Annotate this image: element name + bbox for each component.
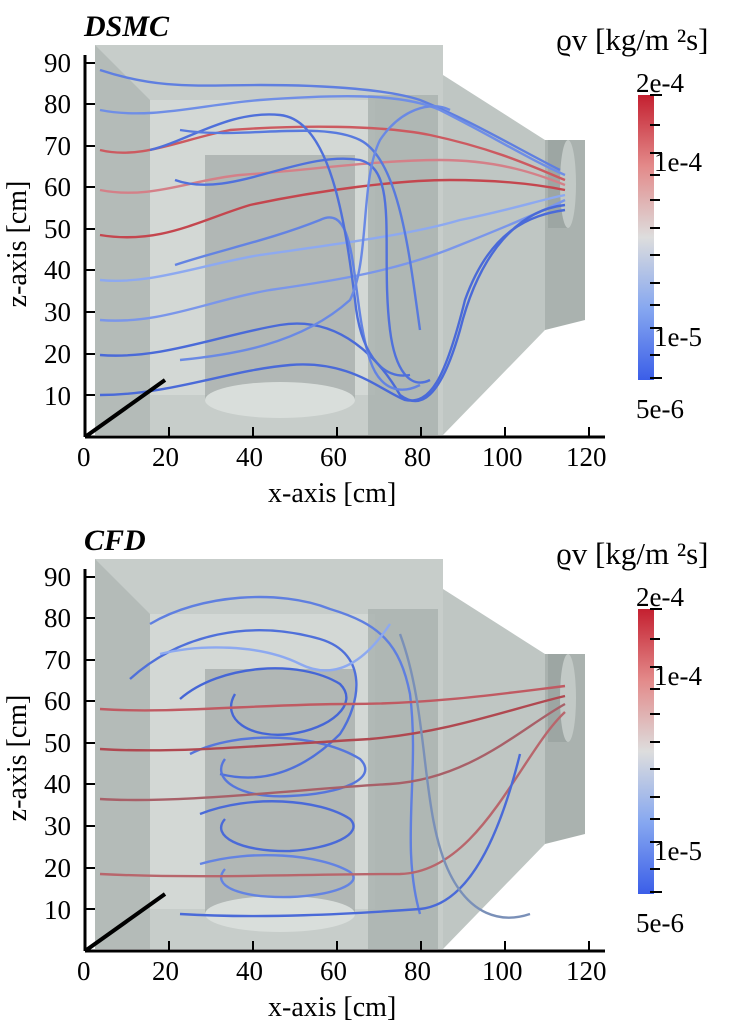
x-tick: 120 — [566, 956, 607, 986]
y-tick: 80 — [44, 603, 71, 633]
y-tick: 70 — [44, 645, 71, 675]
cfd-panel: CFD ϱv [kg/m ²s] 2e-4 1e-4 1e-5 5e-6 x-a… — [0, 514, 747, 1027]
streamlines — [99, 595, 566, 919]
y-tick: 40 — [44, 769, 71, 799]
panel-title: CFD — [84, 524, 146, 557]
colorbar — [638, 94, 662, 380]
x-tick: 0 — [77, 442, 91, 472]
y-tick: 90 — [44, 562, 71, 592]
x-tick: 80 — [404, 956, 431, 986]
colorbar — [638, 608, 662, 894]
y-tick: 10 — [44, 895, 71, 925]
x-tick: 20 — [152, 956, 179, 986]
colorbar-tick-low: 1e-5 — [654, 322, 702, 352]
axes — [83, 55, 605, 439]
x-tick: 120 — [566, 442, 607, 472]
colorbar-tick-high: 1e-4 — [654, 661, 702, 691]
y-tick: 50 — [44, 728, 71, 758]
x-tick: 60 — [320, 956, 347, 986]
y-tick: 50 — [44, 214, 71, 244]
y-tick: 30 — [44, 297, 71, 327]
x-axis-label: x-axis [cm] — [268, 992, 397, 1023]
y-axis-label: z-axis [cm] — [2, 694, 33, 822]
x-tick: 100 — [482, 956, 523, 986]
y-tick: 10 — [44, 381, 71, 411]
chamber-geometry — [95, 45, 585, 435]
colorbar-max: 2e-4 — [636, 582, 684, 612]
y-axis-label: z-axis [cm] — [2, 180, 33, 308]
y-tick: 30 — [44, 811, 71, 841]
x-tick: 40 — [236, 442, 263, 472]
x-tick: 40 — [236, 956, 263, 986]
streamlines — [99, 68, 566, 403]
y-tick: 20 — [44, 339, 71, 369]
colorbar-label: ϱv [kg/m ²s] — [556, 22, 709, 57]
y-tick: 90 — [44, 48, 71, 78]
colorbar-min: 5e-6 — [636, 394, 684, 424]
x-axis-label: x-axis [cm] — [268, 478, 397, 509]
panel-title: DSMC — [84, 10, 170, 43]
x-tick: 100 — [482, 442, 523, 472]
y-tick: 70 — [44, 131, 71, 161]
dsmc-panel: DSMC ϱv [kg/m ²s] 2e-4 1e-4 1e-5 5e-6 x-… — [0, 0, 747, 513]
y-tick: 60 — [44, 686, 71, 716]
y-tick: 20 — [44, 853, 71, 883]
y-tick: 60 — [44, 172, 71, 202]
cfd-plot — [83, 559, 662, 953]
x-tick: 20 — [152, 442, 179, 472]
chamber-geometry — [95, 559, 585, 949]
y-tick: 40 — [44, 255, 71, 285]
colorbar-min: 5e-6 — [636, 908, 684, 938]
colorbar-tick-low: 1e-5 — [654, 836, 702, 866]
x-tick: 60 — [320, 442, 347, 472]
colorbar-max: 2e-4 — [636, 68, 684, 98]
x-tick: 0 — [77, 956, 91, 986]
axes — [83, 569, 605, 953]
colorbar-tick-high: 1e-4 — [654, 147, 702, 177]
x-tick: 80 — [404, 442, 431, 472]
colorbar-label: ϱv [kg/m ²s] — [556, 536, 709, 571]
dsmc-plot — [83, 45, 662, 439]
y-tick: 80 — [44, 89, 71, 119]
